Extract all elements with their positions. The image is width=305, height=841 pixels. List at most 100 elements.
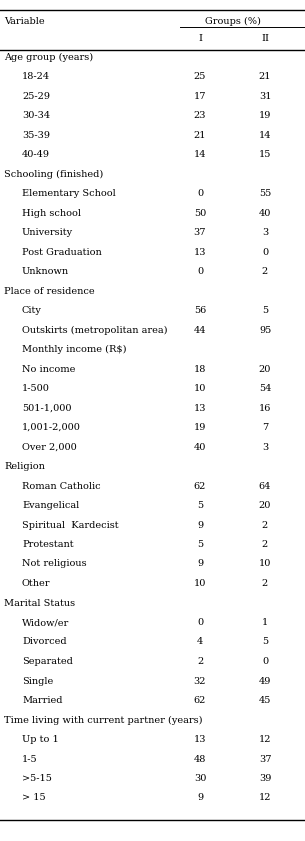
Text: Religion: Religion bbox=[4, 462, 45, 471]
Text: 501-1,000: 501-1,000 bbox=[22, 404, 71, 412]
Text: 20: 20 bbox=[259, 364, 271, 373]
Text: 12: 12 bbox=[259, 735, 271, 744]
Text: 15: 15 bbox=[259, 150, 271, 159]
Text: 13: 13 bbox=[194, 735, 206, 744]
Text: 14: 14 bbox=[194, 150, 206, 159]
Text: 0: 0 bbox=[197, 189, 203, 198]
Text: 17: 17 bbox=[194, 92, 206, 101]
Text: 1: 1 bbox=[262, 618, 268, 627]
Text: 55: 55 bbox=[259, 189, 271, 198]
Text: 10: 10 bbox=[194, 384, 206, 393]
Text: 1-5: 1-5 bbox=[22, 754, 38, 764]
Text: Time living with current partner (years): Time living with current partner (years) bbox=[4, 716, 203, 725]
Text: 19: 19 bbox=[194, 423, 206, 432]
Text: 40: 40 bbox=[194, 442, 206, 452]
Text: Up to 1: Up to 1 bbox=[22, 735, 59, 744]
Text: Post Graduation: Post Graduation bbox=[22, 247, 102, 257]
Text: 95: 95 bbox=[259, 325, 271, 335]
Text: Separated: Separated bbox=[22, 657, 73, 666]
Text: 10: 10 bbox=[194, 579, 206, 588]
Text: I: I bbox=[198, 34, 202, 43]
Text: Elementary School: Elementary School bbox=[22, 189, 116, 198]
Text: 18-24: 18-24 bbox=[22, 72, 50, 81]
Text: 5: 5 bbox=[197, 501, 203, 510]
Text: 30: 30 bbox=[194, 774, 206, 783]
Text: Over 2,000: Over 2,000 bbox=[22, 442, 77, 452]
Text: II: II bbox=[261, 34, 269, 43]
Text: > 15: > 15 bbox=[22, 794, 46, 802]
Text: 23: 23 bbox=[194, 111, 206, 120]
Text: 13: 13 bbox=[194, 247, 206, 257]
Text: 2: 2 bbox=[262, 540, 268, 549]
Text: Groups (%): Groups (%) bbox=[205, 17, 260, 26]
Text: 25-29: 25-29 bbox=[22, 92, 50, 101]
Text: 19: 19 bbox=[259, 111, 271, 120]
Text: 0: 0 bbox=[197, 267, 203, 276]
Text: 0: 0 bbox=[262, 247, 268, 257]
Text: 21: 21 bbox=[259, 72, 271, 81]
Text: Roman Catholic: Roman Catholic bbox=[22, 482, 101, 490]
Text: 7: 7 bbox=[262, 423, 268, 432]
Text: Not religious: Not religious bbox=[22, 559, 87, 569]
Text: Protestant: Protestant bbox=[22, 540, 74, 549]
Text: Married: Married bbox=[22, 696, 63, 705]
Text: 31: 31 bbox=[259, 92, 271, 101]
Text: Schooling (finished): Schooling (finished) bbox=[4, 169, 103, 178]
Text: 20: 20 bbox=[259, 501, 271, 510]
Text: 35-39: 35-39 bbox=[22, 130, 50, 140]
Text: 9: 9 bbox=[197, 559, 203, 569]
Text: 3: 3 bbox=[262, 442, 268, 452]
Text: University: University bbox=[22, 228, 73, 237]
Text: Monthly income (R$): Monthly income (R$) bbox=[22, 345, 127, 354]
Text: 3: 3 bbox=[262, 228, 268, 237]
Text: 2: 2 bbox=[262, 521, 268, 530]
Text: 2: 2 bbox=[262, 267, 268, 276]
Text: Single: Single bbox=[22, 676, 53, 685]
Text: 44: 44 bbox=[194, 325, 206, 335]
Text: 10: 10 bbox=[259, 559, 271, 569]
Text: 48: 48 bbox=[194, 754, 206, 764]
Text: Variable: Variable bbox=[4, 17, 45, 25]
Text: Evangelical: Evangelical bbox=[22, 501, 79, 510]
Text: 39: 39 bbox=[259, 774, 271, 783]
Text: 14: 14 bbox=[259, 130, 271, 140]
Text: 25: 25 bbox=[194, 72, 206, 81]
Text: Outskirts (metropolitan area): Outskirts (metropolitan area) bbox=[22, 325, 167, 335]
Text: 9: 9 bbox=[197, 521, 203, 530]
Text: 4: 4 bbox=[197, 637, 203, 647]
Text: 45: 45 bbox=[259, 696, 271, 705]
Text: 37: 37 bbox=[259, 754, 271, 764]
Text: 62: 62 bbox=[194, 696, 206, 705]
Text: 12: 12 bbox=[259, 794, 271, 802]
Text: 1-500: 1-500 bbox=[22, 384, 50, 393]
Text: 13: 13 bbox=[194, 404, 206, 412]
Text: Other: Other bbox=[22, 579, 51, 588]
Text: High school: High school bbox=[22, 209, 81, 218]
Text: Widow/er: Widow/er bbox=[22, 618, 69, 627]
Text: 56: 56 bbox=[194, 306, 206, 315]
Text: 2: 2 bbox=[197, 657, 203, 666]
Text: 37: 37 bbox=[194, 228, 206, 237]
Text: 0: 0 bbox=[197, 618, 203, 627]
Text: Age group (years): Age group (years) bbox=[4, 52, 93, 61]
Text: 40: 40 bbox=[259, 209, 271, 218]
Text: 64: 64 bbox=[259, 482, 271, 490]
Text: 30-34: 30-34 bbox=[22, 111, 50, 120]
Text: 50: 50 bbox=[194, 209, 206, 218]
Text: 18: 18 bbox=[194, 364, 206, 373]
Text: 5: 5 bbox=[197, 540, 203, 549]
Text: Marital Status: Marital Status bbox=[4, 599, 75, 607]
Text: 21: 21 bbox=[194, 130, 206, 140]
Text: 2: 2 bbox=[262, 579, 268, 588]
Text: Unknown: Unknown bbox=[22, 267, 69, 276]
Text: No income: No income bbox=[22, 364, 75, 373]
Text: 16: 16 bbox=[259, 404, 271, 412]
Text: Divorced: Divorced bbox=[22, 637, 66, 647]
Text: 32: 32 bbox=[194, 676, 206, 685]
Text: 40-49: 40-49 bbox=[22, 150, 50, 159]
Text: 54: 54 bbox=[259, 384, 271, 393]
Text: 49: 49 bbox=[259, 676, 271, 685]
Text: >5-15: >5-15 bbox=[22, 774, 52, 783]
Text: 9: 9 bbox=[197, 794, 203, 802]
Text: City: City bbox=[22, 306, 42, 315]
